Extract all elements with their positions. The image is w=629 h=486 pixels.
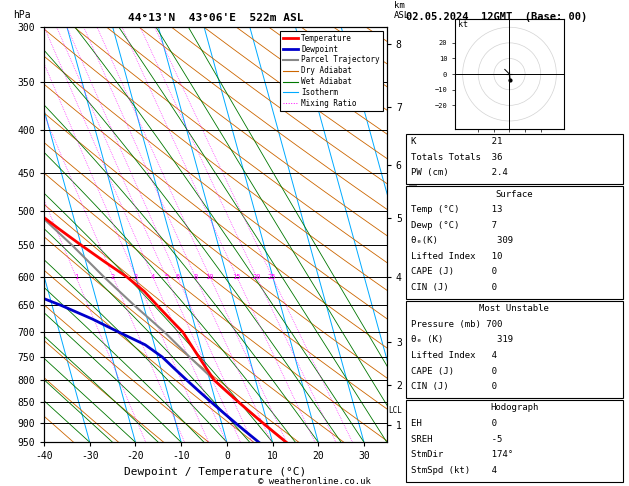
Text: K              21: K 21 (411, 137, 502, 146)
Text: 10: 10 (206, 274, 214, 279)
Text: 2: 2 (111, 274, 115, 279)
Text: Lifted Index   10: Lifted Index 10 (411, 252, 502, 261)
Text: Pressure (mb) 700: Pressure (mb) 700 (411, 320, 502, 329)
Text: θₑ (K)          319: θₑ (K) 319 (411, 335, 513, 345)
Text: SREH           -5: SREH -5 (411, 434, 502, 444)
Text: 20: 20 (252, 274, 260, 279)
Text: 5: 5 (164, 274, 168, 279)
Text: 4: 4 (150, 274, 155, 279)
Text: CIN (J)        0: CIN (J) 0 (411, 283, 497, 292)
Text: © weatheronline.co.uk: © weatheronline.co.uk (258, 477, 371, 486)
Text: hPa: hPa (13, 10, 31, 20)
Text: Surface: Surface (496, 190, 533, 199)
Y-axis label: Mixing Ratio (g/kg): Mixing Ratio (g/kg) (406, 179, 416, 290)
Text: Lifted Index   4: Lifted Index 4 (411, 351, 497, 360)
Text: Most Unstable: Most Unstable (479, 304, 549, 313)
Text: 02.05.2024  12GMT  (Base: 00): 02.05.2024 12GMT (Base: 00) (406, 12, 587, 22)
Text: 3: 3 (134, 274, 138, 279)
Text: CAPE (J)       0: CAPE (J) 0 (411, 267, 497, 277)
X-axis label: Dewpoint / Temperature (°C): Dewpoint / Temperature (°C) (125, 467, 306, 477)
Text: 15: 15 (233, 274, 241, 279)
Text: 25: 25 (268, 274, 276, 279)
Text: CAPE (J)       0: CAPE (J) 0 (411, 366, 497, 376)
Text: km
ASL: km ASL (394, 1, 410, 20)
Text: Totals Totals  36: Totals Totals 36 (411, 153, 502, 162)
Text: θₑ(K)           309: θₑ(K) 309 (411, 236, 513, 245)
Text: PW (cm)        2.4: PW (cm) 2.4 (411, 168, 508, 177)
Text: kt: kt (458, 20, 468, 29)
Text: 1: 1 (74, 274, 78, 279)
Text: 6: 6 (175, 274, 179, 279)
Text: 8: 8 (193, 274, 198, 279)
Text: CIN (J)        0: CIN (J) 0 (411, 382, 497, 391)
Text: EH             0: EH 0 (411, 419, 497, 428)
Legend: Temperature, Dewpoint, Parcel Trajectory, Dry Adiabat, Wet Adiabat, Isotherm, Mi: Temperature, Dewpoint, Parcel Trajectory… (280, 31, 383, 111)
Title: 44°13'N  43°06'E  522m ASL: 44°13'N 43°06'E 522m ASL (128, 13, 303, 23)
Text: Dewp (°C)      7: Dewp (°C) 7 (411, 221, 497, 230)
Text: StmDir         174°: StmDir 174° (411, 450, 513, 459)
Text: Hodograph: Hodograph (490, 403, 538, 413)
Text: LCL: LCL (388, 406, 402, 415)
Text: Temp (°C)      13: Temp (°C) 13 (411, 205, 502, 214)
Text: StmSpd (kt)    4: StmSpd (kt) 4 (411, 466, 497, 475)
